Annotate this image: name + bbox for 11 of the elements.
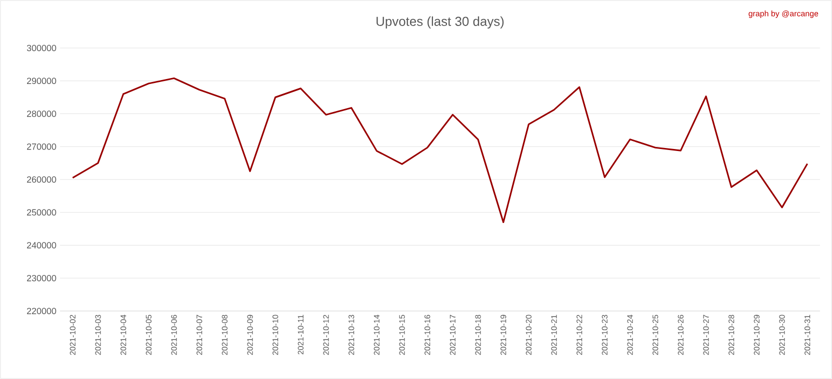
y-tick-label: 290000 <box>27 78 56 84</box>
y-tick-label: 270000 <box>27 143 56 150</box>
y-tick-label: 250000 <box>27 209 56 216</box>
chart-title: Upvotes (last 30 days) <box>376 16 504 29</box>
y-tick-label: 220000 <box>27 308 56 314</box>
y-tick-label: 260000 <box>27 176 56 183</box>
line-series <box>72 77 808 224</box>
y-tick-label: 280000 <box>27 110 56 117</box>
y-tick-label: 240000 <box>27 242 56 248</box>
y-tick-label: 230000 <box>27 274 56 282</box>
y-tick-label: 300000 <box>26 44 56 52</box>
